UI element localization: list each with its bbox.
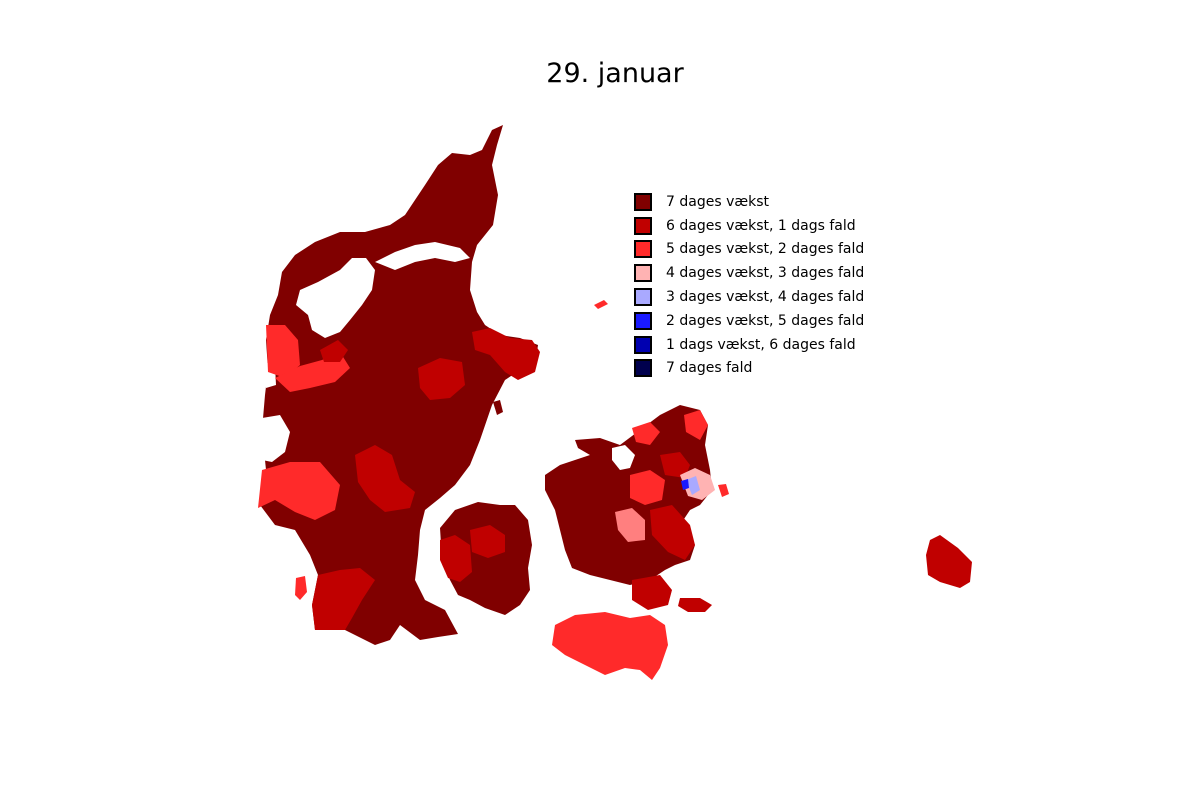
legend-label: 4 dages vækst, 3 dages fald: [666, 265, 865, 282]
legend-item: 6 dages vækst, 1 dags fald: [634, 214, 864, 238]
legend-swatch: [634, 240, 652, 259]
legend-label: 6 dages vækst, 1 dags fald: [666, 217, 856, 234]
region-thisted: [266, 325, 300, 378]
legend-swatch: [634, 359, 652, 378]
map-title: 29. januar: [546, 58, 684, 89]
legend-swatch: [634, 311, 652, 330]
region-mid-north: [320, 340, 348, 362]
limfjord: [296, 258, 375, 338]
island-small-sea: [594, 300, 608, 309]
region-jutland: [260, 125, 538, 645]
legend-label: 2 dages vækst, 5 dages fald: [666, 312, 865, 329]
region-odense-west: [440, 535, 472, 582]
legend-item: 7 dages fald: [634, 357, 864, 381]
region-djursland: [472, 328, 540, 380]
region-helsingor: [684, 410, 708, 440]
region-north-zealand-west: [632, 422, 660, 445]
legend-item: 4 dages vækst, 3 dages fald: [634, 261, 864, 285]
legend-label: 7 dages fald: [666, 360, 753, 377]
island-bornholm: [926, 535, 972, 588]
island-mon: [678, 598, 712, 612]
legend: 7 dages vækst 6 dages vækst, 1 dags fald 5…: [634, 190, 864, 380]
region-herning: [258, 462, 340, 520]
region-roskilde: [630, 470, 665, 505]
legend-item: 5 dages vækst, 2 dages fald: [634, 238, 864, 262]
legend-label: 7 dages vækst: [666, 193, 769, 210]
legend-label: 1 dags vækst, 6 dages fald: [666, 336, 856, 353]
region-ringsted: [615, 508, 645, 542]
legend-label: 5 dages vækst, 2 dages fald: [666, 241, 865, 258]
region-funen: [440, 502, 532, 615]
limfjord-east: [375, 242, 470, 270]
region-odense: [470, 525, 505, 558]
region-stevns: [632, 575, 672, 610]
legend-swatch: [634, 335, 652, 354]
region-silkeborg: [355, 445, 415, 512]
island-lolland: [552, 612, 668, 680]
region-esbjerg: [312, 568, 375, 630]
region-copenhagen-blue: [686, 476, 700, 495]
isefjord: [612, 445, 635, 470]
legend-item: 7 dages vækst: [634, 190, 864, 214]
legend-swatch: [634, 216, 652, 235]
island-fano: [295, 576, 307, 600]
island-amager: [718, 484, 729, 497]
island-samso: [493, 400, 503, 415]
region-north-zealand: [660, 452, 690, 478]
region-koge: [650, 505, 695, 560]
region-randers: [418, 358, 465, 400]
legend-swatch: [634, 288, 652, 307]
region-copenhagen-deep: [681, 479, 689, 490]
legend-swatch: [634, 264, 652, 283]
legend-swatch: [634, 192, 652, 211]
legend-item: 2 dages vækst, 5 dages fald: [634, 309, 864, 333]
legend-label: 3 dages vækst, 4 dages fald: [666, 289, 865, 306]
legend-item: 1 dags vækst, 6 dages fald: [634, 333, 864, 357]
ringkobing-fjord: [262, 415, 290, 462]
legend-item: 3 dages vækst, 4 dages fald: [634, 285, 864, 309]
